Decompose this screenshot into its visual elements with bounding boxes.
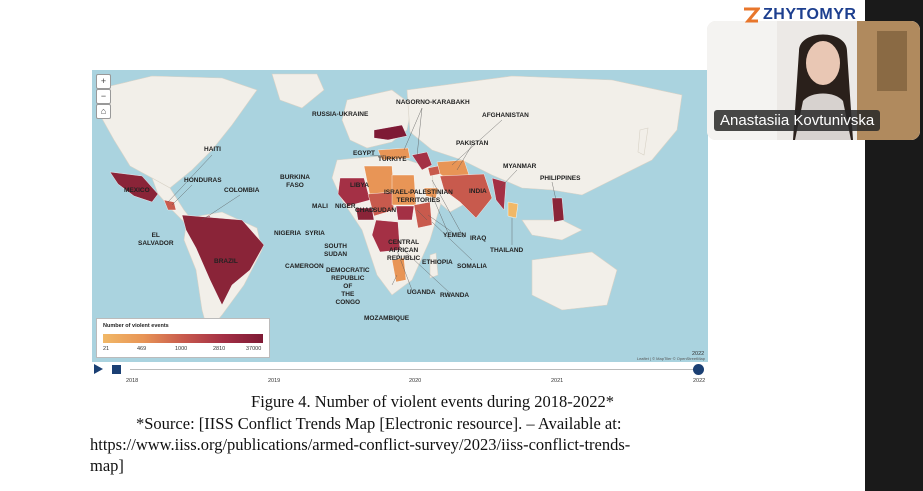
region-india — [439, 173, 493, 219]
label-drc: DEMOCRATIC REPUBLIC OF THE CONGO — [326, 267, 370, 306]
region-iraq-syria — [427, 165, 441, 177]
region-mali — [337, 177, 371, 207]
label-cameroon: CAMEROON — [285, 263, 324, 270]
label-chad: CHAD — [355, 207, 374, 214]
label-afghanistan: AFGHANISTAN — [482, 112, 529, 119]
label-egypt: EGYPT — [353, 150, 376, 157]
region-drc — [371, 219, 401, 253]
label-mozambique: MOZAMBIQUE — [364, 315, 410, 322]
label-somalia: SOMALIA — [457, 263, 487, 270]
label-colombia: COLOMBIA — [224, 187, 260, 194]
label-nagorno-karabakh: NAGORNO-KARABAKH — [396, 99, 470, 106]
region-brazil — [181, 214, 265, 306]
region-turkiye — [377, 147, 411, 161]
label-libya: LIBYA — [350, 182, 369, 189]
source-line: map] — [90, 456, 124, 475]
home-view-button[interactable]: ⌂ — [96, 104, 111, 119]
timeline-current-year: 2022 — [692, 351, 705, 357]
label-haiti: HAITI — [204, 146, 221, 153]
label-nigeria: NIGERIA — [274, 230, 302, 237]
region-caucasus — [411, 151, 433, 171]
label-rwanda: RWANDA — [440, 292, 470, 299]
label-russia-ukraine: RUSSIA-UKRAINE — [312, 111, 369, 118]
figure-source: *Source: [IISS Conflict Trends Map [Elec… — [90, 413, 710, 476]
label-yemen: YEMEN — [443, 232, 467, 239]
brand-logo: ZHYTOMYR — [742, 4, 856, 26]
label-myanmar: MYANMAR — [503, 163, 537, 170]
zoom-out-button[interactable]: − — [96, 89, 111, 104]
label-central-african-republic: CENTRAL AFRICAN REPUBLIC — [387, 239, 421, 262]
map-attribution[interactable]: Leaflet | © MapTiler © OpenStreetMap — [636, 356, 705, 361]
label-syria: SYRIA — [305, 230, 325, 237]
z-logo-icon — [744, 7, 760, 23]
timeline-year: 2021 — [551, 378, 564, 384]
participant-name-tag: Anastasiia Kovtunivska — [714, 110, 881, 131]
label-mali: MALI — [312, 203, 328, 210]
legend-tick: 2810 — [213, 346, 226, 352]
region-myanmar — [491, 177, 507, 211]
legend-tick: 21 — [103, 346, 110, 352]
source-url-line: https://www.iiss.org/publications/armed-… — [90, 435, 631, 454]
play-icon[interactable] — [94, 364, 103, 374]
label-el-salvador: EL SALVADOR — [138, 232, 174, 247]
year-timeline[interactable]: 2018 2019 2020 2021 2022 2022 — [92, 351, 708, 390]
region-thailand — [507, 201, 519, 219]
label-south-sudan: SOUTH SUDAN — [324, 243, 348, 258]
label-honduras: HONDURAS — [184, 177, 222, 184]
legend-color-scale — [103, 334, 263, 343]
stop-icon[interactable] — [112, 365, 121, 374]
label-ethiopia: ETHIOPIA — [422, 259, 453, 266]
label-philippines: PHILIPPINES — [540, 175, 581, 182]
zoom-in-button[interactable]: + — [96, 74, 111, 89]
label-iraq: IRAQ — [470, 235, 487, 242]
label-uganda: UGANDA — [407, 289, 436, 296]
timeline-year: 2018 — [126, 378, 139, 384]
region-ethiopia-somalia — [413, 201, 433, 229]
region-philippines — [551, 197, 565, 223]
region-central-america — [163, 199, 177, 211]
legend-tick: 469 — [137, 346, 147, 352]
map-legend: Number of violent events 21 469 1000 281… — [96, 318, 270, 358]
figure-caption: Figure 4. Number of violent events durin… — [251, 392, 614, 411]
label-pakistan: PAKISTAN — [456, 140, 489, 147]
label-brazil: BRAZIL — [214, 258, 238, 265]
world-map — [99, 73, 683, 333]
timeline-year: 2022 — [693, 378, 706, 384]
label-thailand: THAILAND — [490, 247, 524, 254]
timeline-slider-handle[interactable] — [693, 364, 704, 375]
label-burkina-faso: BURKINA FASO — [280, 174, 310, 189]
label-niger: NIGER — [335, 203, 356, 210]
legend-tick: 37000 — [246, 346, 262, 352]
label-turkiye: TÜRKIYE — [378, 156, 407, 163]
timeline-year: 2019 — [268, 378, 281, 384]
label-india: INDIA — [469, 188, 487, 195]
timeline-track[interactable] — [130, 369, 700, 370]
label-mexico: MEXICO — [124, 187, 150, 194]
region-nigeria — [355, 207, 375, 221]
region-yemen — [423, 187, 439, 199]
legend-tick: 1000 — [175, 346, 188, 352]
source-line: *Source: [IISS Conflict Trends Map [Elec… — [136, 414, 622, 433]
legend-title: Number of violent events — [103, 323, 169, 329]
region-mexico — [109, 171, 159, 203]
label-israel-palestinian: ISRAEL-PALESTINIAN TERRITORIES — [384, 189, 453, 204]
region-ukraine — [373, 124, 408, 141]
label-sudan: SUDAN — [373, 207, 397, 214]
region-south-sudan — [395, 205, 415, 221]
conflict-map[interactable]: + − ⌂ RUSSIA-UKRAINE NAGORNO-KARABAKH AF… — [92, 70, 708, 362]
timeline-year: 2020 — [409, 378, 422, 384]
brand-name: ZHYTOMYR — [763, 6, 857, 23]
participant-video[interactable]: Anastasiia Kovtunivska — [707, 21, 920, 140]
